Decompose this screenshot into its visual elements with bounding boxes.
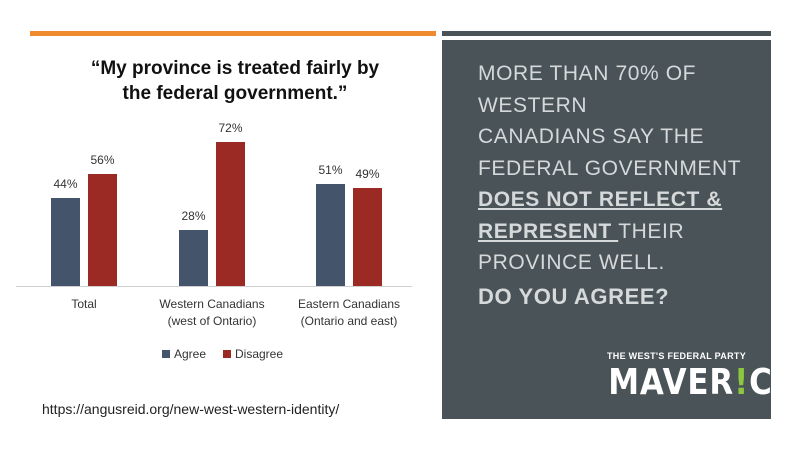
legend-label: Disagree <box>235 347 283 361</box>
call-to-action: DO YOU AGREE? <box>478 284 670 309</box>
bar-chart: 44% 56% Total 28% 72% Western Canadians (west … <box>16 121 412 361</box>
data-label: 49% <box>355 167 379 181</box>
panel-top-line <box>442 31 771 36</box>
data-label: 51% <box>318 163 342 177</box>
data-label: 28% <box>181 209 205 223</box>
tagline-part-bold: FEDERAL <box>667 351 712 361</box>
message-line: FEDERAL GOVERNMENT <box>478 156 742 180</box>
logo-text: CK <box>749 362 798 403</box>
message-line: CANADIANS SAY THE <box>478 125 705 148</box>
legend-swatch-agree <box>162 350 170 358</box>
logo-exclamation: ! <box>734 362 750 403</box>
bar-disagree-2 <box>353 188 382 286</box>
data-label: 44% <box>53 177 77 191</box>
category-label: Western Canadians <box>159 297 264 311</box>
category-label: (west of Ontario) <box>168 314 257 328</box>
category-label: Total <box>71 297 96 311</box>
category-label: Eastern Canadians <box>298 297 400 311</box>
chart-title-line1: “My province is treated fairly by <box>90 58 380 79</box>
message-panel: MORE THAN 70% OF WESTERN CANADIANS SAY T… <box>442 40 797 419</box>
message-line-mixed: REPRESENT THEIR <box>478 216 763 248</box>
bar-agree-1 <box>179 230 208 286</box>
chart-title: “My province is treated fairly by the fe… <box>40 56 430 106</box>
source-link[interactable]: https://angusreid.org/new-west-western-i… <box>42 401 340 417</box>
bar-disagree-0 <box>88 174 117 286</box>
message-line: WESTERN <box>478 93 588 117</box>
data-label: 72% <box>218 121 242 135</box>
category-label: (Ontario and east) <box>301 314 398 328</box>
message-text: MORE THAN 70% OF WESTERN CANADIANS SAY T… <box>478 58 763 279</box>
accent-bar <box>30 31 436 36</box>
legend-label: Agree <box>174 347 206 361</box>
bar-agree-2 <box>316 184 345 286</box>
tagline-part: THE WEST'S <box>606 351 668 361</box>
message-line: PROVINCE WELL. <box>478 251 665 274</box>
party-tagline: THE WEST'S FEDERAL PARTY <box>599 351 754 361</box>
message-emphasis-word: REPRESENT <box>478 219 619 243</box>
legend-swatch-disagree <box>223 350 231 358</box>
bar-agree-0 <box>51 198 80 286</box>
tagline-part: PARTY <box>711 351 747 361</box>
message-line: MORE THAN 70% OF <box>478 62 697 85</box>
maverick-logo: MAVER!CK <box>608 362 796 403</box>
message-emphasis-line: DOES NOT REFLECT & <box>478 188 723 211</box>
chart-title-line2: the federal government.” <box>122 83 348 104</box>
logo-text: MAVER <box>608 362 735 403</box>
bar-disagree-1 <box>216 142 245 286</box>
message-word: THEIR <box>618 219 685 243</box>
data-label: 56% <box>90 153 114 167</box>
